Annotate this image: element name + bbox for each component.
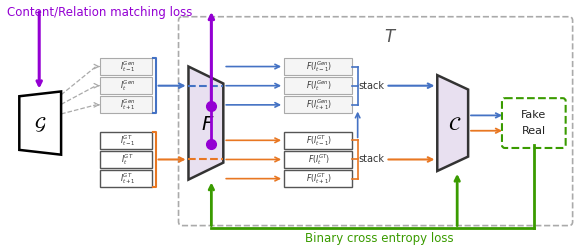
- Bar: [100, 58, 151, 75]
- Text: $\mathcal{G}$: $\mathcal{G}$: [34, 116, 47, 134]
- Text: $\mathcal{C}$: $\mathcal{C}$: [449, 116, 462, 134]
- Text: $F(I_{t+1}^{GT})$: $F(I_{t+1}^{GT})$: [306, 171, 332, 186]
- Bar: [284, 77, 352, 94]
- Text: stack: stack: [359, 81, 385, 91]
- Bar: [100, 151, 151, 168]
- Text: Fake: Fake: [521, 110, 547, 121]
- Bar: [100, 96, 151, 114]
- Text: $F(I_{t-1}^{Gen})$: $F(I_{t-1}^{Gen})$: [306, 59, 332, 74]
- Text: $F(I_t^{GT})$: $F(I_t^{GT})$: [308, 152, 330, 167]
- Bar: [284, 170, 352, 187]
- Text: Binary cross entropy loss: Binary cross entropy loss: [305, 232, 453, 245]
- Text: $I_t^{GT}$: $I_t^{GT}$: [122, 152, 134, 167]
- Text: $F$: $F$: [200, 116, 214, 134]
- Text: $I_{t-1}^{Gen}$: $I_{t-1}^{Gen}$: [120, 59, 136, 74]
- Bar: [100, 77, 151, 94]
- Text: Content/Relation matching loss: Content/Relation matching loss: [7, 6, 193, 19]
- Text: stack: stack: [359, 155, 385, 164]
- Text: $F(I_t^{Gen})$: $F(I_t^{Gen})$: [306, 78, 332, 93]
- Bar: [284, 96, 352, 114]
- Text: $I_{t+1}^{Gen}$: $I_{t+1}^{Gen}$: [120, 97, 136, 112]
- Bar: [284, 58, 352, 75]
- Text: $F(I_{t+1}^{Gen})$: $F(I_{t+1}^{Gen})$: [306, 97, 332, 112]
- Text: $I_t^{Gen}$: $I_t^{Gen}$: [120, 78, 135, 93]
- Text: $I_{t-1}^{GT}$: $I_{t-1}^{GT}$: [120, 133, 136, 148]
- Bar: [284, 132, 352, 149]
- Polygon shape: [20, 92, 61, 155]
- Polygon shape: [188, 66, 223, 180]
- Bar: [284, 151, 352, 168]
- Bar: [100, 170, 151, 187]
- Bar: [100, 132, 151, 149]
- Text: $I_{t+1}^{GT}$: $I_{t+1}^{GT}$: [120, 171, 136, 186]
- Polygon shape: [437, 75, 468, 171]
- Text: $F(I_{t-1}^{GT})$: $F(I_{t-1}^{GT})$: [306, 133, 332, 148]
- Text: $T$: $T$: [384, 28, 397, 46]
- Text: Real: Real: [522, 126, 546, 136]
- FancyBboxPatch shape: [502, 98, 566, 148]
